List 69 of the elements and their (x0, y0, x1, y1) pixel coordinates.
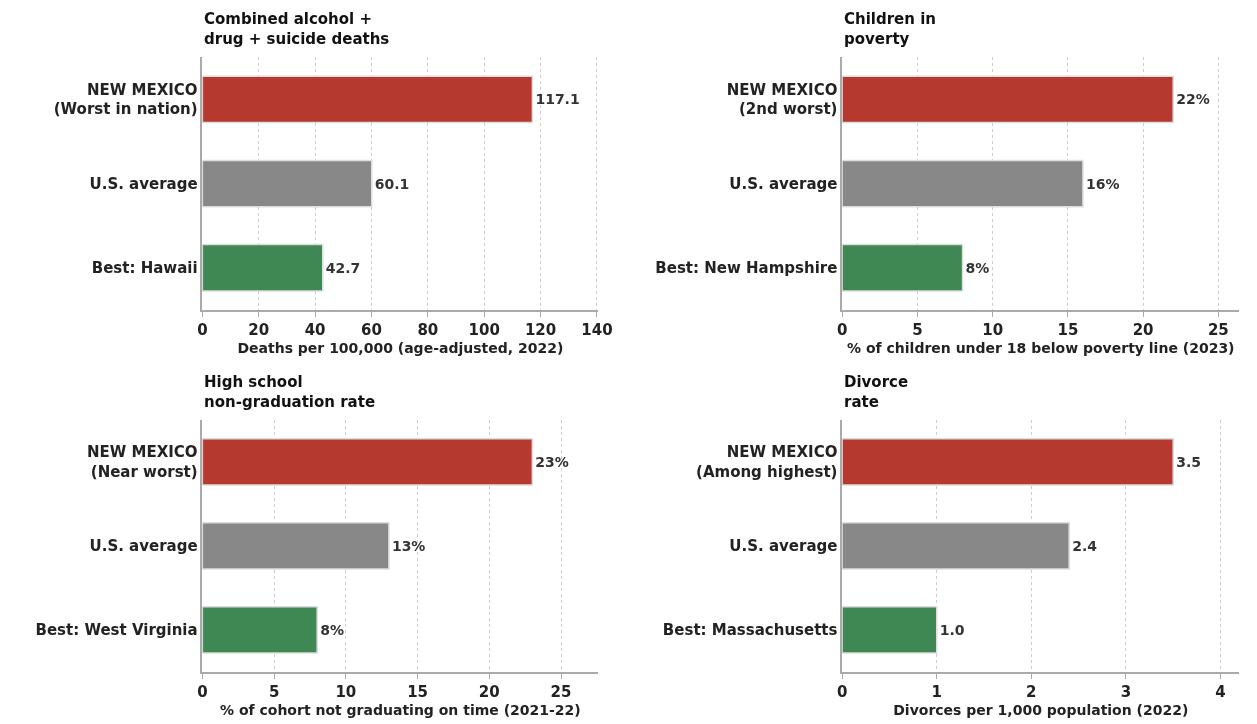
y-tick-label: Best: New Hampshire (655, 259, 838, 278)
data-label: 8% (320, 621, 344, 638)
x-tick-label: 5 (912, 320, 923, 339)
x-axis-title: Divorces per 1,000 population (2022) (893, 702, 1189, 719)
x-tick-label: 10 (982, 320, 1004, 339)
bar (842, 75, 1174, 124)
x-axis-title: % of cohort not graduating on time (2021-22) (219, 702, 581, 719)
x-tick-label: 0 (197, 320, 208, 339)
x-tick-label: 100 (468, 320, 500, 339)
chart-title: Divorce rate (844, 373, 909, 411)
x-tick-label: 0 (197, 682, 208, 701)
y-tick-label: NEW MEXICO (2nd worst) (726, 80, 838, 119)
y-tick-label: U.S. average (89, 537, 198, 556)
y-tick-label: U.S. average (729, 174, 838, 193)
x-tick-label: 40 (304, 320, 326, 339)
data-label: 22% (1176, 91, 1210, 108)
x-tick-label: 2 (1026, 682, 1037, 701)
x-tick-label: 20 (1132, 320, 1154, 339)
bar (202, 243, 324, 292)
chart-title: Children in poverty (844, 10, 936, 48)
bar (842, 606, 938, 654)
data-label: 23% (535, 453, 569, 470)
bar (202, 438, 534, 486)
bar (842, 159, 1084, 208)
y-tick-label: Best: Massachusetts (662, 621, 838, 640)
bar (202, 75, 534, 124)
data-label: 42.7 (325, 259, 361, 276)
x-tick-label: 25 (550, 682, 572, 701)
y-tick-label: NEW MEXICO (Among highest) (696, 443, 838, 481)
x-tick-label: 0 (836, 682, 848, 701)
x-tick-label: 4 (1215, 682, 1226, 701)
data-label: 16% (1085, 175, 1120, 192)
bar (202, 159, 373, 208)
x-tick-label: 140 (581, 320, 613, 339)
bar (842, 243, 964, 292)
chart-title: High school non-graduation rate (204, 373, 376, 411)
x-tick-label: 3 (1120, 682, 1132, 701)
x-tick-label: 80 (417, 320, 439, 339)
x-tick-label: 10 (335, 682, 357, 701)
data-label: 13% (391, 537, 426, 554)
x-tick-label: 5 (268, 682, 280, 701)
y-tick-label: NEW MEXICO (Worst in nation) (53, 80, 198, 119)
x-tick-label: 120 (524, 320, 557, 339)
x-axis-title: Deaths per 100,000 (age-adjusted, 2022) (237, 340, 564, 357)
bar (842, 522, 1070, 570)
x-tick-label: 60 (361, 320, 382, 339)
x-tick-label: 15 (407, 682, 428, 701)
x-tick-label: 20 (248, 320, 270, 339)
y-tick-label: NEW MEXICO (Near worst) (86, 443, 198, 481)
y-tick-label: U.S. average (89, 174, 198, 193)
y-tick-label: Best: Hawaii (91, 259, 198, 278)
bar (202, 522, 390, 570)
data-label: 3.5 (1176, 453, 1202, 470)
data-label: 117.1 (535, 91, 580, 108)
data-label: 2.4 (1072, 537, 1098, 554)
x-tick-label: 0 (836, 320, 848, 339)
x-tick-label: 1 (931, 682, 942, 701)
data-label: 60.1 (374, 175, 410, 192)
chart-title: Combined alcohol + drug + suicide deaths (204, 10, 390, 48)
y-tick-label: U.S. average (729, 537, 838, 556)
bar (842, 438, 1174, 486)
data-label: 8% (965, 259, 990, 276)
data-label: 1.0 (939, 621, 965, 638)
x-tick-label: 15 (1057, 320, 1079, 339)
bar (202, 606, 318, 654)
x-tick-label: 25 (1207, 320, 1229, 339)
x-axis-title: % of children under 18 below poverty line (2023) (847, 340, 1235, 357)
x-tick-label: 20 (478, 682, 500, 701)
y-tick-label: Best: West Virginia (35, 621, 198, 640)
